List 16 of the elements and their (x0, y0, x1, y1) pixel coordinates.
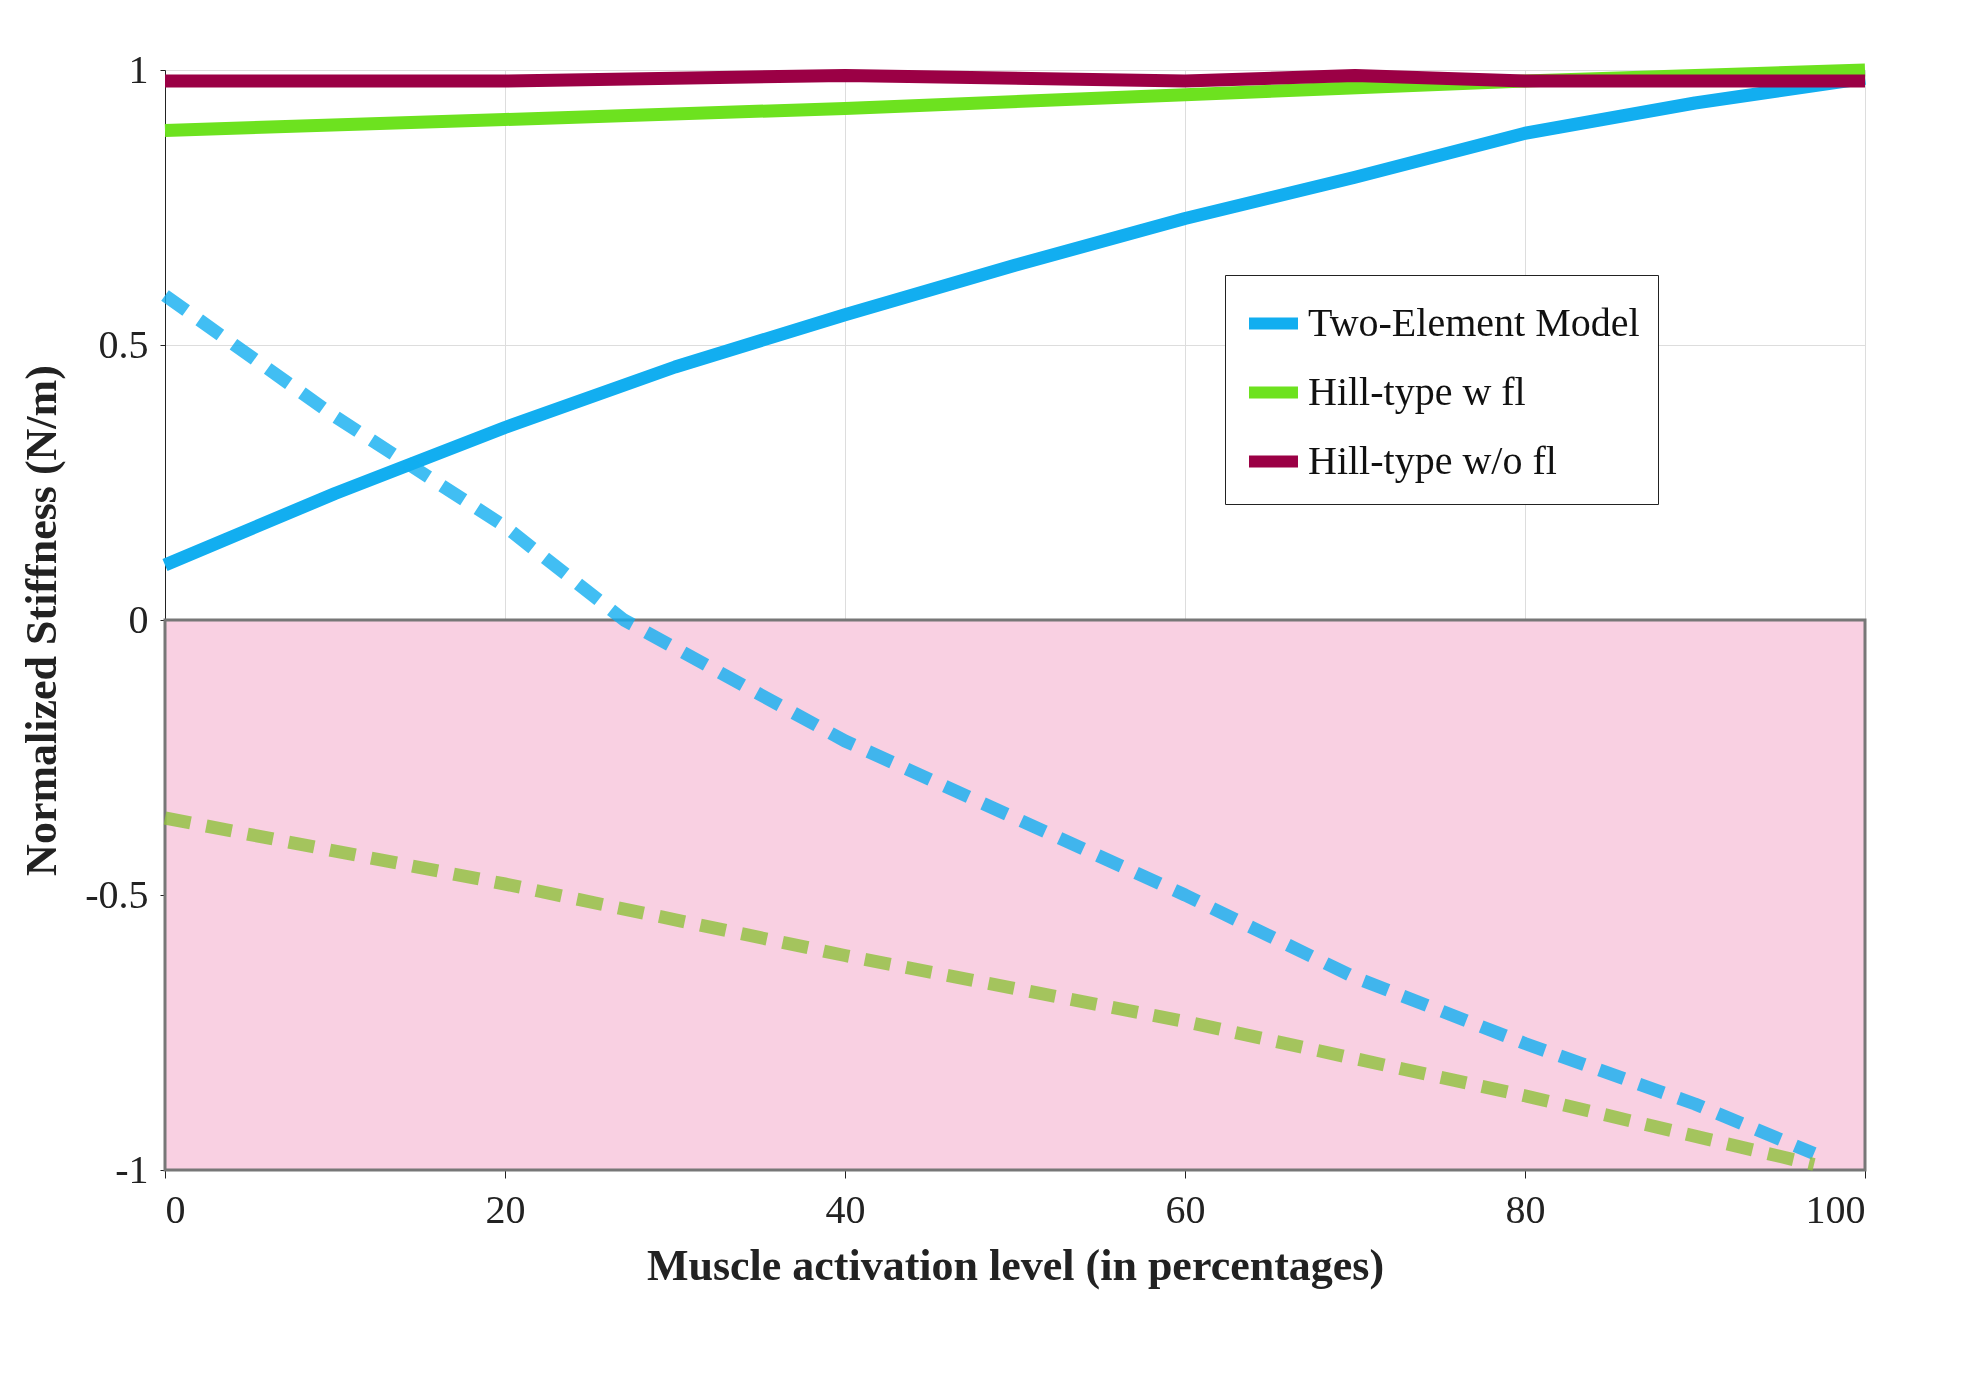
y-tick-label: 0.5 (98, 321, 149, 367)
legend-label: Hill-type w/o fl (1308, 437, 1557, 483)
x-tick-label: 0 (165, 1186, 186, 1232)
y-tick-label: -0.5 (85, 871, 149, 917)
x-tick-label: 20 (485, 1186, 526, 1232)
x-tick-label: 40 (825, 1186, 866, 1232)
legend-label: Two-Element Model (1308, 299, 1640, 345)
x-tick-label: 80 (1505, 1186, 1546, 1232)
y-tick-label: -1 (115, 1146, 149, 1192)
legend-label: Hill-type w fl (1308, 368, 1526, 414)
x-tick-label: 60 (1165, 1186, 1206, 1232)
y-axis-title: Normalized Stiffness (N/m) (17, 365, 67, 876)
y-tick-label: 1 (128, 46, 149, 92)
x-tick-label: 100 (1805, 1186, 1866, 1232)
y-tick-label: 0 (128, 596, 149, 642)
x-axis-title: Muscle activation level (in percentages) (646, 1240, 1385, 1290)
